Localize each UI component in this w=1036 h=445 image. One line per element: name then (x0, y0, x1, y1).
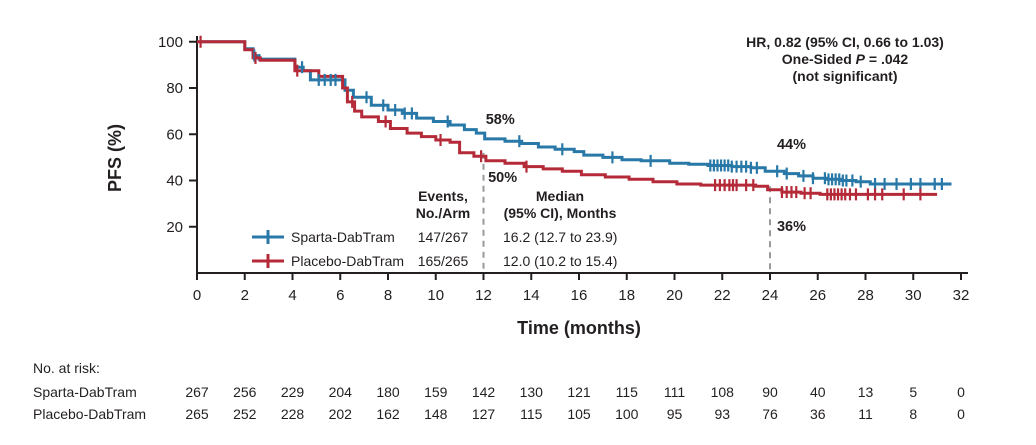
legend-col1-header-line2: No./Arm (416, 205, 470, 221)
risk-count: 111 (664, 384, 685, 400)
y-tick-label: 60 (166, 126, 183, 143)
risk-count: 90 (762, 384, 778, 400)
axes (196, 36, 968, 274)
significance-line: (not significant) (793, 68, 898, 84)
risk-count: 0 (957, 384, 965, 400)
x-tick-label: 28 (857, 287, 874, 304)
x-axis-title: Time (months) (517, 318, 641, 338)
risk-count: 265 (185, 406, 209, 422)
hr-line: HR, 0.82 (95% CI, 0.66 to 1.03) (746, 34, 944, 50)
risk-count: 267 (185, 384, 209, 400)
risk-count: 159 (424, 384, 448, 400)
legend-placebo-events: 165/265 (418, 253, 469, 269)
risk-count: 108 (711, 384, 735, 400)
risk-count: 40 (810, 384, 826, 400)
risk-count: 229 (281, 384, 305, 400)
x-tick-label: 26 (809, 287, 826, 304)
x-tick-label: 4 (288, 287, 296, 304)
x-tick-label: 32 (953, 287, 970, 304)
risk-counts: 267 256 229 204 180 159 142 130 121 115 111 108 90 40… (185, 384, 965, 422)
risk-count: 11 (858, 406, 873, 422)
y-axis-title: PFS (%) (105, 124, 125, 192)
pvalue-prefix: One-Sided (782, 51, 856, 67)
legend-table: Events, No./Arm Median (95% CI), Months … (252, 188, 617, 269)
y-tick-label: 20 (166, 219, 183, 236)
risk-count: 5 (909, 384, 917, 400)
hazard-ratio-annotation: HR, 0.82 (95% CI, 0.66 to 1.03) One-Side… (746, 34, 944, 84)
pvalue-symbol: P (856, 51, 866, 67)
legend-placebo-name: Placebo-DabTram (291, 253, 404, 269)
legend-sparta-median: 16.2 (12.7 to 23.9) (503, 229, 617, 245)
risk-count: 256 (233, 384, 257, 400)
risk-count: 115 (520, 406, 543, 422)
x-tick-label: 2 (241, 287, 249, 304)
risk-row-name-placebo: Placebo-DabTram (33, 406, 146, 422)
legend-row-placebo: Placebo-DabTram 165/265 12.0 (10.2 to 15… (252, 253, 617, 269)
risk-count: 127 (472, 406, 496, 422)
censor-marks (199, 35, 944, 201)
risk-count: 202 (329, 406, 353, 422)
x-tick-label: 0 (193, 287, 201, 304)
x-tick-label: 22 (714, 287, 731, 304)
legend-sparta-events: 147/267 (418, 229, 469, 245)
risk-count: 115 (616, 384, 639, 400)
risk-count: 148 (424, 406, 448, 422)
y-tick-label: 100 (158, 34, 183, 51)
x-tick-label: 12 (475, 287, 492, 304)
percent-callout: 58% (486, 112, 515, 128)
legend-col2-header-line1: Median (536, 188, 584, 204)
percent-callouts: 58% 50% 44% 36% (486, 112, 806, 235)
risk-count: 180 (376, 384, 400, 400)
percent-callout: 50% (488, 170, 517, 186)
risk-table-title: No. at risk: (33, 360, 100, 376)
risk-count: 36 (810, 406, 826, 422)
x-tick-label: 14 (523, 287, 540, 304)
x-tick-label: 20 (666, 287, 683, 304)
legend-sparta-name: Sparta-DabTram (291, 229, 395, 245)
survival-curves (197, 40, 952, 196)
x-tick-label: 8 (384, 287, 392, 304)
risk-count: 162 (376, 406, 400, 422)
y-tick-label: 80 (166, 80, 183, 97)
legend-col1-header-line1: Events, (418, 188, 468, 204)
risk-count: 228 (281, 406, 305, 422)
risk-count: 93 (714, 406, 730, 422)
risk-count: 130 (520, 384, 544, 400)
dashed-reference-lines (482, 152, 771, 273)
percent-callout: 36% (777, 219, 806, 235)
risk-count: 100 (615, 406, 639, 422)
x-tick-label: 6 (336, 287, 344, 304)
risk-count: 204 (329, 384, 353, 400)
percent-callout: 44% (777, 137, 806, 153)
x-tick-label: 18 (618, 287, 635, 304)
legend-placebo-median: 12.0 (10.2 to 15.4) (503, 253, 617, 269)
km-curve-sparta (197, 40, 952, 186)
x-tick-label: 16 (571, 287, 588, 304)
number-at-risk-table: No. at risk: Sparta-DabTram Placebo-DabT… (33, 360, 965, 422)
risk-count: 142 (472, 384, 496, 400)
pvalue-suffix: = .042 (865, 51, 908, 67)
x-tick-label: 24 (762, 287, 779, 304)
risk-count: 121 (567, 384, 591, 400)
x-tick-label: 10 (427, 287, 444, 304)
risk-count: 0 (957, 406, 965, 422)
risk-count: 13 (858, 384, 874, 400)
risk-count: 252 (233, 406, 257, 422)
km-curve-placebo (197, 40, 938, 196)
legend-row-sparta: Sparta-DabTram 147/267 16.2 (12.7 to 23.… (252, 229, 617, 245)
risk-count: 8 (909, 406, 917, 422)
pvalue-line: One-Sided P = .042 (782, 51, 909, 67)
x-tick-label: 30 (905, 287, 922, 304)
y-tick-label: 40 (166, 173, 183, 190)
risk-count: 95 (667, 406, 683, 422)
risk-row-name-sparta: Sparta-DabTram (33, 384, 137, 400)
risk-count: 105 (567, 406, 591, 422)
risk-count: 76 (762, 406, 778, 422)
legend-col2-header-line2: (95% CI), Months (504, 205, 617, 221)
